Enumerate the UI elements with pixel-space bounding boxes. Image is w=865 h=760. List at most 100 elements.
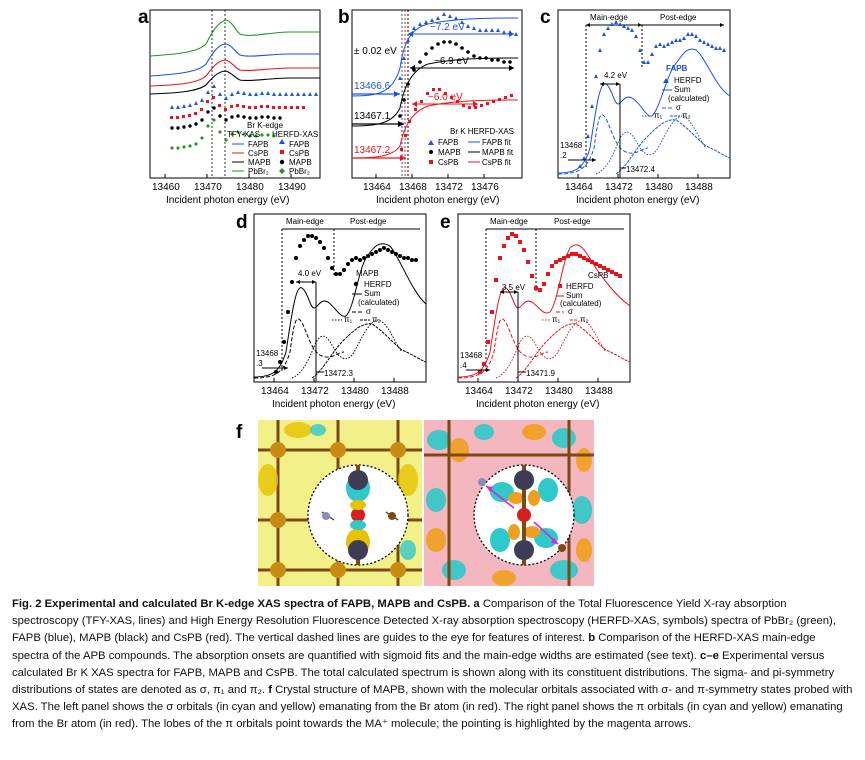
panel-a-tick-3: 13480: [236, 182, 264, 193]
panel-f-sigma-orbitals: [258, 420, 422, 586]
svg-text:13472.4: 13472.4: [626, 165, 655, 174]
panel-d-chart: Main-edge Post-edge 4.0 eV 13468 .3 1347…: [253, 213, 427, 410]
svg-text:Main-edge: Main-edge: [490, 217, 528, 226]
svg-text:Post-edge: Post-edge: [350, 217, 387, 226]
svg-text:Sum: Sum: [674, 85, 691, 94]
svg-text:4.2 eV: 4.2 eV: [604, 71, 628, 80]
svg-text:13464: 13464: [261, 386, 289, 397]
svg-text:π₂: π₂: [372, 315, 381, 324]
svg-text:3.5 eV: 3.5 eV: [502, 283, 526, 292]
svg-text:σ: σ: [676, 103, 681, 112]
svg-text:13472: 13472: [605, 182, 633, 193]
svg-text:13472: 13472: [505, 386, 533, 397]
panel-a-tick-4: 13490: [278, 182, 306, 193]
svg-text:Sum: Sum: [566, 291, 583, 300]
svg-text:Incident photon energy (eV): Incident photon energy (eV): [576, 195, 699, 206]
panel-a-tick-2: 13470: [194, 182, 222, 193]
panel-b-legend-title: Br K HERFD-XAS: [450, 127, 514, 136]
svg-text:π₁: π₁: [654, 111, 663, 120]
svg-text:FAPB: FAPB: [289, 140, 309, 149]
svg-text:FAPB fit: FAPB fit: [482, 138, 512, 147]
panel-b-xlabel: Incident photon energy (eV): [376, 195, 499, 206]
svg-text:Post-edge: Post-edge: [660, 13, 697, 22]
panel-a-xlabel: Incident photon energy (eV): [166, 195, 289, 206]
svg-text:13464: 13464: [465, 386, 493, 397]
svg-text:CsPB: CsPB: [438, 158, 458, 167]
svg-text:Main-edge: Main-edge: [590, 13, 628, 22]
svg-text:13464: 13464: [363, 182, 391, 193]
svg-text:σ: σ: [366, 307, 371, 316]
svg-text:.2: .2: [560, 151, 567, 160]
svg-text:.3: .3: [256, 359, 263, 368]
svg-text:13480: 13480: [341, 386, 369, 397]
panel-b-label: b: [338, 7, 350, 28]
svg-text:MAPB fit: MAPB fit: [482, 148, 514, 157]
panel-a-legend-herfd: HERFD-XAS: [272, 130, 318, 139]
panel-b-chart: ± 0.02 eV −7.2 eV −6.9 eV −6.0 eV 13466.…: [351, 9, 523, 206]
panel-b-onset-mapb: 13467.1: [354, 111, 391, 122]
caption-ce: Experimental versus calculated Br K XAS …: [12, 649, 835, 697]
svg-text:(calculated): (calculated): [668, 94, 710, 103]
svg-text:HERFD: HERFD: [674, 76, 702, 85]
panel-a-legend-fapb: FAPB: [248, 140, 268, 149]
panel-b-width-cspb: −6.0 eV: [428, 92, 463, 103]
caption-a: Comparison of the Total Fluorescence Yie…: [12, 598, 836, 645]
panel-a-herfd-fapb: [170, 84, 318, 109]
caption-title: Fig. 2 Experimental and calculated Br K-…: [12, 598, 471, 610]
svg-text:13476: 13476: [471, 182, 499, 193]
svg-text:FAPB: FAPB: [438, 138, 458, 147]
svg-text:π₁: π₁: [552, 315, 561, 324]
panel-e-label: e: [440, 212, 451, 233]
svg-text:CsPB: CsPB: [289, 149, 309, 158]
svg-text:13488: 13488: [381, 386, 409, 397]
svg-text:4.0 eV: 4.0 eV: [298, 269, 322, 278]
panel-a-legend-tfy: TFY-XAS: [227, 130, 260, 139]
svg-text:Sum: Sum: [364, 289, 381, 298]
svg-text:13480: 13480: [645, 182, 673, 193]
panel-b-width-fapb: −7.2 eV: [430, 22, 465, 33]
svg-text:13488: 13488: [585, 386, 613, 397]
panel-b-onset-fapb: 13466.6: [354, 81, 391, 92]
caption-b: Comparison of the HERFD-XAS main-edge sp…: [12, 632, 816, 662]
svg-text:(calculated): (calculated): [358, 298, 400, 307]
svg-text:13471.9: 13471.9: [526, 369, 555, 378]
svg-text:HERFD: HERFD: [566, 282, 594, 291]
svg-text:Main-edge: Main-edge: [286, 217, 324, 226]
caption-f: Crystal structure of MAPB, shown with th…: [12, 684, 853, 731]
svg-text:13468: 13468: [560, 141, 583, 150]
panel-a-tick-1: 13460: [152, 182, 180, 193]
panel-a-legend-mapb: MAPB: [248, 158, 271, 167]
panel-b-err: ± 0.02 eV: [354, 46, 397, 57]
svg-text:π₂: π₂: [580, 315, 589, 324]
svg-text:13472.3: 13472.3: [324, 369, 353, 378]
panel-a-herfd-mapb: [170, 106, 282, 130]
svg-text:MAPB: MAPB: [438, 148, 461, 157]
svg-text:MAPB: MAPB: [289, 158, 312, 167]
svg-text:13472: 13472: [435, 182, 463, 193]
svg-text:13464: 13464: [565, 182, 593, 193]
svg-text:σ: σ: [568, 307, 573, 316]
svg-text:Incident photon energy (eV): Incident photon energy (eV): [272, 399, 395, 410]
svg-text:.4: .4: [460, 361, 467, 370]
svg-text:(calculated): (calculated): [560, 299, 602, 308]
svg-text:CsPB: CsPB: [588, 271, 608, 280]
panel-a-legend-pbbr2: PbBr₂: [248, 167, 269, 176]
svg-text:Incident photon energy (eV): Incident photon energy (eV): [476, 399, 599, 410]
svg-text:13480: 13480: [545, 386, 573, 397]
svg-text:PbBr₂: PbBr₂: [289, 167, 310, 176]
svg-text:13468: 13468: [399, 182, 427, 193]
svg-text:FAPB: FAPB: [666, 64, 688, 73]
panel-a-legend-edge: Br K-edge: [247, 121, 284, 130]
figure-caption: Fig. 2 Experimental and calculated Br K-…: [12, 598, 853, 731]
svg-text:13468: 13468: [256, 349, 279, 358]
panel-b-onset-cspb: 13467.2: [354, 145, 391, 156]
svg-text:13472: 13472: [301, 386, 329, 397]
svg-text:13468: 13468: [460, 351, 483, 360]
svg-text:π₂: π₂: [682, 111, 691, 120]
panel-c-chart: Main-edge Post-edge 4.2 eV 13468 .2 1347…: [557, 9, 731, 206]
panel-d-label: d: [236, 212, 248, 233]
svg-text:Post-edge: Post-edge: [554, 217, 591, 226]
panel-a-legend-cspb: CsPB: [248, 149, 268, 158]
svg-text:HERFD: HERFD: [364, 280, 392, 289]
panel-b-width-mapb: −6.9 eV: [434, 56, 469, 67]
